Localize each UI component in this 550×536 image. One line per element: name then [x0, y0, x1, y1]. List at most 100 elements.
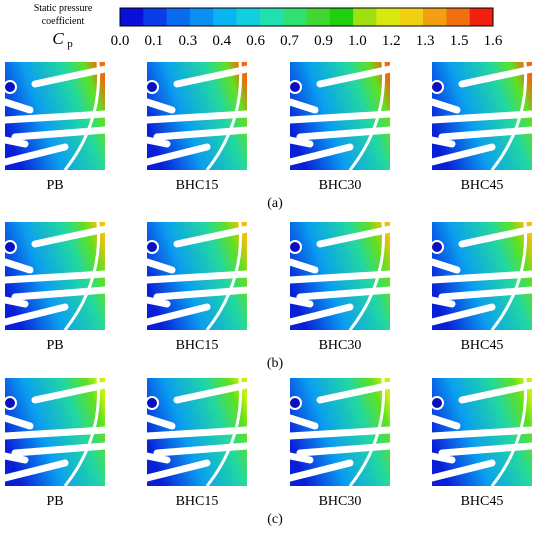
- colorbar-tick-label: 1.5: [450, 33, 469, 49]
- blade: [1, 98, 34, 114]
- hub: [3, 240, 17, 254]
- contour-image: [428, 377, 541, 487]
- blade: [1, 303, 69, 326]
- hub: [3, 80, 17, 94]
- colorbar-symbol-subscript: p: [67, 38, 73, 50]
- hub: [430, 396, 444, 410]
- volute-wall: [63, 377, 101, 487]
- blade: [143, 459, 211, 482]
- blade: [143, 143, 211, 166]
- case-label: BHC30: [319, 338, 362, 353]
- case-label: PB: [46, 494, 63, 509]
- blade: [428, 98, 461, 114]
- colorbar-segment: [283, 8, 307, 26]
- hub: [430, 240, 444, 254]
- colorbar-frame: [119, 7, 494, 27]
- contour-image: [1, 221, 114, 331]
- hub: [430, 80, 444, 94]
- case-label: PB: [46, 338, 63, 353]
- blade: [286, 98, 319, 114]
- hub: [288, 240, 302, 254]
- blade: [143, 270, 251, 284]
- blade: [143, 98, 176, 114]
- hub: [145, 396, 159, 410]
- blade: [438, 442, 536, 457]
- blade: [428, 426, 536, 440]
- panel-tag: (c): [267, 512, 283, 527]
- volute-wall: [63, 221, 101, 331]
- contour-image: [428, 221, 541, 331]
- colorbar-symbol: C: [52, 29, 64, 48]
- volute-wall: [63, 61, 101, 171]
- colorbar-segment: [376, 8, 401, 26]
- colorbar-tick-label: 0.4: [212, 33, 231, 49]
- blade: [438, 126, 536, 141]
- colorbar-tick-label: 1.3: [416, 33, 435, 49]
- panel-tag: (a): [267, 196, 283, 211]
- volute-wall: [205, 377, 243, 487]
- blade: [286, 452, 314, 464]
- blade: [286, 459, 354, 482]
- colorbar-tick-label: 1.2: [382, 33, 401, 49]
- hub: [3, 396, 17, 410]
- blade: [286, 110, 394, 124]
- case-label: BHC15: [176, 338, 219, 353]
- contour-image: [428, 61, 541, 171]
- blade: [143, 414, 176, 430]
- colorbar-tick-label: 0.7: [280, 33, 299, 49]
- contour-image: [1, 61, 114, 171]
- contour-image: [286, 61, 399, 171]
- case-label: BHC45: [461, 178, 504, 193]
- volute-wall: [348, 61, 386, 171]
- hub: [145, 240, 159, 254]
- case-label: BHC15: [176, 178, 219, 193]
- contour-image: [143, 61, 256, 171]
- colorbar-tick-label: 0.6: [246, 33, 265, 49]
- colorbar-segment: [399, 8, 424, 26]
- case-label: BHC15: [176, 494, 219, 509]
- blade: [296, 442, 394, 457]
- colorbar-segment: [166, 8, 191, 26]
- blade: [1, 258, 34, 274]
- colorbar-tick-label: 1.6: [484, 33, 503, 49]
- case-label: BHC30: [319, 178, 362, 193]
- colorbar-segment: [213, 8, 238, 26]
- blade: [143, 452, 171, 464]
- colorbar-tick-label: 0.1: [145, 33, 164, 49]
- case-label: BHC45: [461, 338, 504, 353]
- blade: [1, 414, 34, 430]
- colorbar-segment: [236, 8, 261, 26]
- blade: [1, 136, 29, 148]
- volute-wall: [348, 221, 386, 331]
- contour-image: [1, 377, 114, 487]
- colorbar-segment: [329, 8, 354, 26]
- volute-wall: [490, 61, 528, 171]
- blade: [143, 258, 176, 274]
- blade: [1, 143, 69, 166]
- panel-tag: (b): [267, 356, 284, 371]
- blade: [1, 426, 109, 440]
- contour-image: [286, 377, 399, 487]
- blade: [286, 258, 319, 274]
- blade: [428, 136, 456, 148]
- colorbar-segment: [143, 8, 168, 26]
- hub: [145, 80, 159, 94]
- blade: [1, 296, 29, 308]
- blade: [428, 414, 461, 430]
- colorbar-title-line: Static pressure: [34, 3, 93, 14]
- blade: [296, 126, 394, 141]
- colorbar-tick-label: 0.9: [314, 33, 333, 49]
- blade: [428, 143, 496, 166]
- blade: [286, 426, 394, 440]
- volute-wall: [490, 377, 528, 487]
- blade: [286, 414, 319, 430]
- hub: [288, 396, 302, 410]
- hub: [288, 80, 302, 94]
- blade: [143, 136, 171, 148]
- blade: [153, 442, 251, 457]
- colorbar-title-line: coefficient: [42, 16, 85, 27]
- blade: [143, 426, 251, 440]
- contour-image: [286, 221, 399, 331]
- blade: [428, 270, 536, 284]
